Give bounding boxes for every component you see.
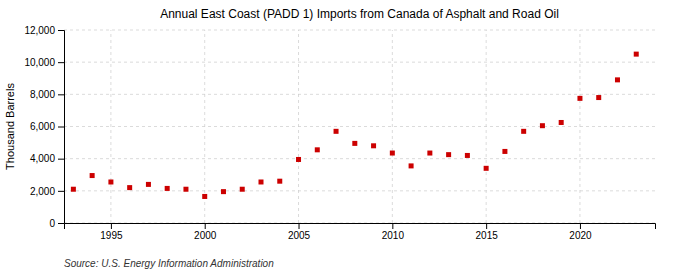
tick-mark xyxy=(58,223,64,224)
tick: 4,000 xyxy=(30,153,64,164)
tick-mark xyxy=(58,94,64,95)
tick-label: 1995 xyxy=(100,230,123,241)
axis-line xyxy=(58,31,65,224)
point xyxy=(502,149,507,154)
tick-label: 2,000 xyxy=(30,186,55,197)
point xyxy=(465,153,470,158)
grid-line-x xyxy=(110,30,111,223)
tick-mark xyxy=(580,223,581,229)
x-axis: 1995 2000 2005 2010 2015 2020 xyxy=(65,223,656,241)
tick-label: 12,000 xyxy=(24,25,55,36)
chart: 1995 2000 2005 2010 2015 2020 0 2,000 4,000 6,000… xyxy=(0,0,675,275)
tick-label: 2005 xyxy=(288,230,311,241)
point xyxy=(146,182,151,187)
tick: 10,000 xyxy=(24,57,64,68)
tick: 12,000 xyxy=(24,25,64,36)
point xyxy=(71,187,76,192)
tick-mark xyxy=(58,191,64,192)
tick-label: 8,000 xyxy=(30,89,55,100)
point xyxy=(202,194,207,199)
grid-line-y xyxy=(64,30,655,31)
point xyxy=(165,186,170,191)
tick: 2005 xyxy=(288,223,311,241)
point xyxy=(615,77,620,82)
tick: 6,000 xyxy=(30,121,64,132)
point xyxy=(596,95,601,100)
tick: 2,000 xyxy=(30,186,64,197)
point xyxy=(446,152,451,157)
grid-line-x xyxy=(392,30,393,223)
point xyxy=(427,151,432,156)
tick-mark xyxy=(111,223,112,229)
point xyxy=(90,173,95,178)
point xyxy=(352,141,357,146)
grid-line-y xyxy=(64,94,655,95)
point xyxy=(221,189,226,194)
title: Annual East Coast (PADD 1) Imports from … xyxy=(160,7,559,21)
tick-mark xyxy=(486,223,487,229)
tick: 2020 xyxy=(569,223,592,241)
point xyxy=(183,187,188,192)
source: Source: U.S. Energy Information Administ… xyxy=(64,258,274,269)
point xyxy=(409,163,414,168)
tick-label: 6,000 xyxy=(30,121,55,132)
axis-line xyxy=(65,224,656,230)
grid-line-y xyxy=(64,158,655,159)
grid-line-y xyxy=(64,190,655,191)
tick: 2000 xyxy=(194,223,217,241)
point xyxy=(484,166,489,171)
tick-label: 10,000 xyxy=(24,57,55,68)
tick: 1995 xyxy=(100,223,123,241)
point xyxy=(559,120,564,125)
grid-line-y xyxy=(64,126,655,127)
y-axis: 0 2,000 4,000 6,000 8,000 10,000 12,000 xyxy=(24,25,64,229)
point xyxy=(521,129,526,134)
y-axis-label: Thousand Barrels xyxy=(4,83,16,170)
point xyxy=(540,123,545,128)
tick-label: 0 xyxy=(49,218,55,229)
tick: 0 xyxy=(49,218,64,229)
point xyxy=(108,179,113,184)
tick-label: 2000 xyxy=(194,230,217,241)
tick-mark xyxy=(392,223,393,229)
tick-label: 2010 xyxy=(382,230,405,241)
tick: 2015 xyxy=(476,223,499,241)
point xyxy=(634,52,639,57)
tick-mark xyxy=(58,30,64,31)
tick-label: 2020 xyxy=(569,230,592,241)
point xyxy=(259,179,264,184)
point xyxy=(577,96,582,101)
tick-label: 4,000 xyxy=(30,153,55,164)
point xyxy=(315,147,320,152)
point xyxy=(371,143,376,148)
point xyxy=(277,179,282,184)
tick: 8,000 xyxy=(30,89,64,100)
point xyxy=(240,187,245,192)
tick-mark xyxy=(58,159,64,160)
grid-line-y xyxy=(64,62,655,63)
tick: 2010 xyxy=(382,223,405,241)
tick-label: 2015 xyxy=(476,230,499,241)
point xyxy=(296,157,301,162)
point xyxy=(334,129,339,134)
tick-mark xyxy=(205,223,206,229)
point xyxy=(390,151,395,156)
tick-mark xyxy=(58,127,64,128)
tick-mark xyxy=(299,223,300,229)
point xyxy=(127,185,132,190)
plot-area xyxy=(71,52,639,199)
grid xyxy=(64,30,655,223)
tick-mark xyxy=(58,62,64,63)
